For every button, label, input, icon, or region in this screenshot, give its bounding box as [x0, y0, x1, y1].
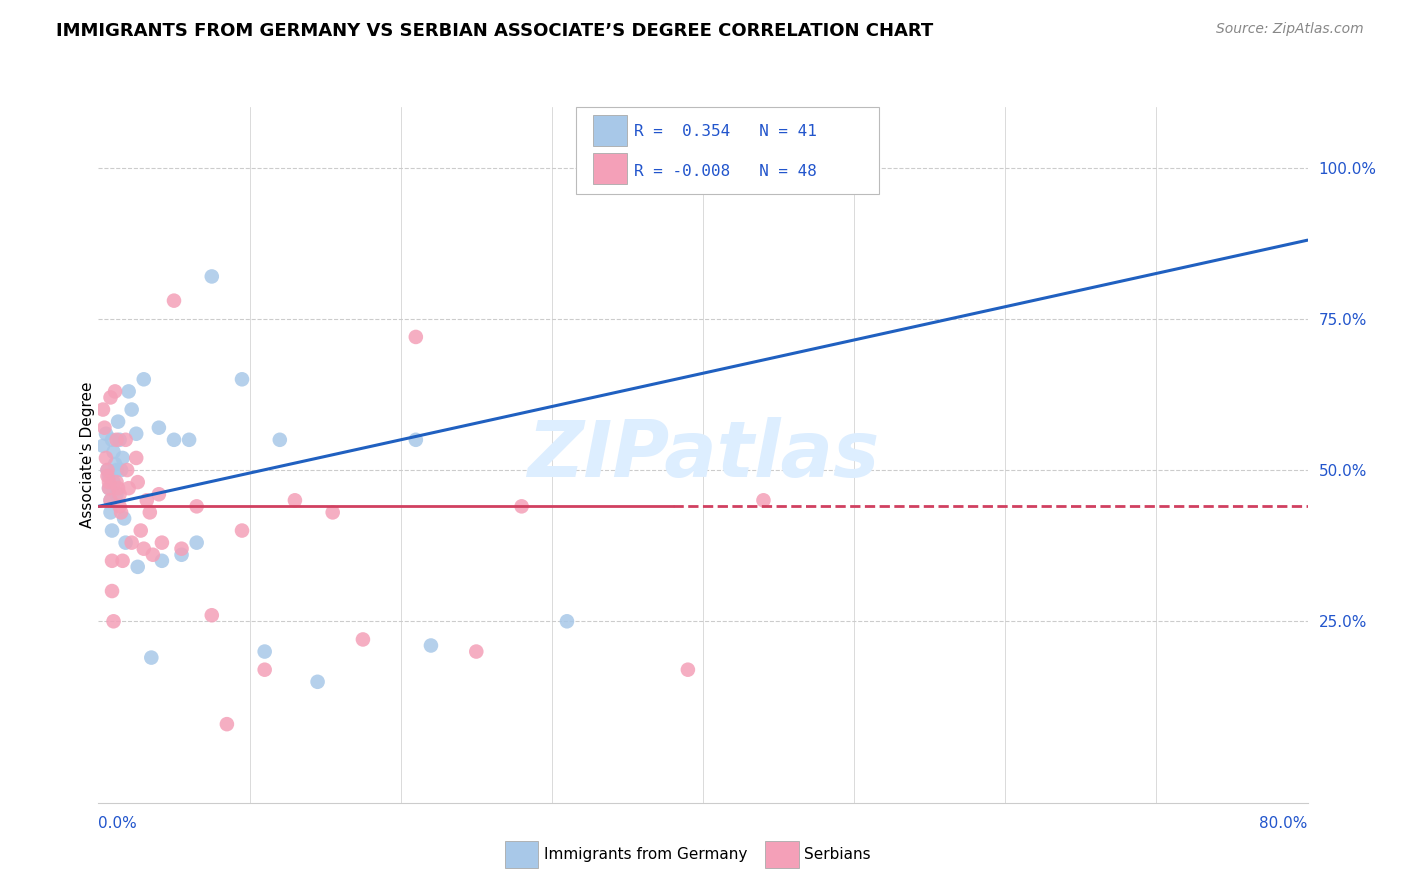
- Point: [139, 505, 162, 519]
- Point: [148, 420, 170, 434]
- Point: [465, 644, 488, 658]
- Text: ZIPatlas: ZIPatlas: [527, 417, 879, 493]
- Point: [114, 535, 136, 549]
- Point: [100, 493, 122, 508]
- Point: [110, 463, 132, 477]
- Point: [201, 269, 224, 284]
- Point: [98, 469, 121, 483]
- Point: [91, 402, 114, 417]
- Point: [98, 481, 121, 495]
- Point: [555, 615, 578, 629]
- Point: [105, 463, 128, 477]
- Point: [129, 524, 152, 538]
- Point: [105, 487, 128, 501]
- Point: [148, 487, 170, 501]
- Point: [118, 481, 141, 495]
- Point: [101, 584, 124, 599]
- Point: [150, 554, 173, 568]
- Text: 0.0%: 0.0%: [98, 816, 138, 831]
- Point: [135, 493, 157, 508]
- Text: Immigrants from Germany: Immigrants from Germany: [544, 847, 748, 862]
- Point: [103, 475, 125, 490]
- Point: [96, 463, 118, 477]
- Point: [132, 372, 155, 386]
- Point: [269, 433, 291, 447]
- Point: [253, 663, 276, 677]
- Point: [510, 500, 533, 514]
- Point: [127, 475, 149, 490]
- Point: [163, 433, 186, 447]
- Point: [186, 535, 208, 549]
- Point: [201, 608, 224, 623]
- Point: [231, 372, 253, 386]
- Point: [121, 402, 143, 417]
- Point: [322, 505, 344, 519]
- Point: [108, 500, 131, 514]
- Text: Serbians: Serbians: [804, 847, 870, 862]
- Point: [93, 420, 115, 434]
- Point: [132, 541, 155, 556]
- Point: [94, 426, 117, 441]
- Point: [125, 450, 148, 465]
- Point: [125, 426, 148, 441]
- Point: [105, 433, 128, 447]
- Point: [105, 475, 128, 490]
- Point: [94, 450, 117, 465]
- Point: [110, 505, 132, 519]
- Point: [98, 481, 121, 495]
- Point: [127, 559, 149, 574]
- Point: [170, 548, 193, 562]
- Point: [752, 493, 775, 508]
- Point: [253, 644, 276, 658]
- Point: [419, 639, 441, 653]
- Point: [100, 505, 122, 519]
- Point: [103, 445, 125, 459]
- Point: [142, 548, 165, 562]
- Text: IMMIGRANTS FROM GERMANY VS SERBIAN ASSOCIATE’S DEGREE CORRELATION CHART: IMMIGRANTS FROM GERMANY VS SERBIAN ASSOC…: [56, 22, 934, 40]
- Point: [111, 450, 134, 465]
- Text: Source: ZipAtlas.com: Source: ZipAtlas.com: [1216, 22, 1364, 37]
- Point: [101, 554, 124, 568]
- Point: [114, 433, 136, 447]
- Point: [405, 433, 427, 447]
- Point: [104, 384, 127, 399]
- Point: [231, 524, 253, 538]
- Point: [121, 535, 143, 549]
- Point: [112, 511, 135, 525]
- Point: [118, 384, 141, 399]
- Point: [96, 469, 118, 483]
- Point: [104, 457, 127, 471]
- Point: [177, 433, 201, 447]
- Point: [141, 650, 163, 665]
- Point: [307, 674, 329, 689]
- Point: [101, 524, 124, 538]
- Point: [405, 330, 427, 344]
- Point: [108, 433, 131, 447]
- Text: 80.0%: 80.0%: [1260, 816, 1308, 831]
- Point: [215, 717, 238, 731]
- Point: [96, 463, 118, 477]
- Point: [101, 433, 124, 447]
- Point: [91, 439, 114, 453]
- Point: [103, 615, 125, 629]
- Point: [100, 391, 122, 405]
- Point: [170, 541, 193, 556]
- Point: [186, 500, 208, 514]
- Text: R = -0.008   N = 48: R = -0.008 N = 48: [634, 163, 817, 178]
- Point: [98, 475, 121, 490]
- Point: [676, 663, 699, 677]
- Point: [150, 535, 173, 549]
- Point: [107, 415, 129, 429]
- Point: [284, 493, 307, 508]
- Point: [100, 493, 122, 508]
- Point: [107, 481, 129, 495]
- Text: R =  0.354   N = 41: R = 0.354 N = 41: [634, 124, 817, 138]
- Point: [115, 463, 138, 477]
- Point: [111, 554, 134, 568]
- Point: [752, 161, 775, 175]
- Point: [163, 293, 186, 308]
- Y-axis label: Associate's Degree: Associate's Degree: [80, 382, 94, 528]
- Point: [108, 487, 131, 501]
- Point: [352, 632, 374, 647]
